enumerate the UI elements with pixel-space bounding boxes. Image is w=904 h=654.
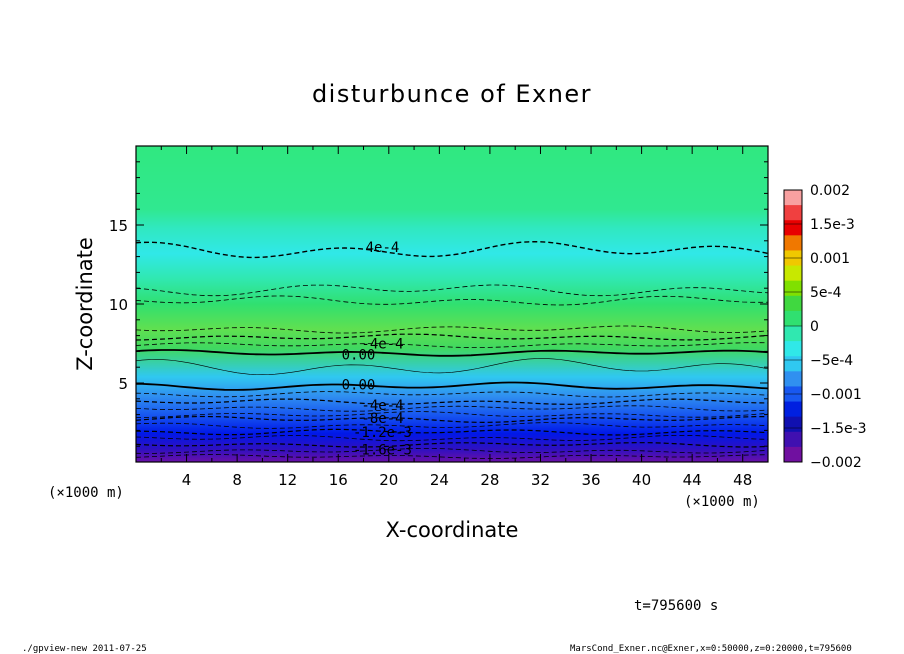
time-label: t=795600 s: [634, 598, 718, 614]
contour-label: 0.00: [342, 348, 376, 364]
colorbar-label: 0.001: [810, 251, 850, 267]
x-tick-label: 20: [379, 471, 398, 489]
y-axis: 5 10 15: [109, 161, 768, 447]
x-unit-left: (×1000 m): [48, 485, 124, 501]
x-tick-label: 4: [182, 471, 192, 489]
contour-line: [135, 428, 769, 436]
contour-label: -8e-4: [361, 411, 403, 427]
y-tick-label: 15: [109, 217, 128, 235]
contour-lines: [135, 240, 769, 459]
contour-line: [135, 422, 769, 429]
x-tick-label: 12: [278, 471, 297, 489]
contour-line: [135, 398, 769, 405]
colorbar-swatch: [784, 205, 802, 221]
colorbar-swatch: [784, 446, 802, 463]
colorbar-label: −0.002: [810, 455, 862, 471]
contour-line: [135, 358, 769, 376]
colorbar-label: 1.5e-3: [810, 217, 855, 233]
contour-line: [135, 391, 769, 398]
contour-label: -1.2e-3: [353, 425, 412, 441]
contour-label: -4e-4: [361, 398, 403, 414]
contour-labels: 4e-4-4e-40.000.00-4e-4-8e-4-1.2e-3-1.6e-…: [342, 240, 412, 458]
contour-line: [135, 405, 769, 412]
x-tick-label: 24: [430, 471, 449, 489]
x-axis: 4 8 12 16 20 24 28 32 36 40 44 48: [160, 146, 752, 489]
x-tick-label: 36: [581, 471, 600, 489]
x-tick-label: 40: [632, 471, 651, 489]
colorbar-label: 0.002: [810, 183, 850, 199]
contour-label: 0.00: [342, 378, 376, 394]
x-tick-label: 8: [232, 471, 242, 489]
contour-line: [135, 381, 769, 391]
contour-line: [135, 435, 769, 442]
x-axis-label: X-coordinate: [386, 518, 519, 542]
colorbar-swatch: [784, 295, 802, 312]
x-tick-label: 48: [733, 471, 752, 489]
x-unit-right: (×1000 m): [684, 494, 760, 510]
colorbar-label: −5e-4: [810, 353, 853, 369]
contour-label: 4e-4: [366, 240, 400, 256]
colorbar-swatch: [784, 310, 802, 327]
plot-area: 4e-4-4e-40.000.00-4e-4-8e-4-1.2e-3-1.6e-…: [135, 145, 769, 463]
contour-line: [135, 415, 768, 424]
footer-left: ./gpview-new 2011-07-25: [22, 644, 147, 654]
colorbar-swatch: [784, 280, 802, 297]
contour-line: [136, 411, 769, 418]
y-tick-label: 10: [109, 296, 128, 314]
contour-line: [135, 325, 769, 334]
colorbar: 0.002 1.5e-3 0.001 5e-4 0 −5e-4 −0.001 −1.5e-3 −…: [783, 183, 867, 471]
contour-line: [135, 442, 769, 448]
colorbar-swatch: [784, 341, 802, 357]
colorbar-swatch: [784, 356, 802, 372]
field-fill: [136, 146, 768, 462]
x-tick-label: 44: [683, 471, 702, 489]
footer-right: MarsCond_Exner.nc@Exner,x=0:50000,z=0:20…: [570, 644, 852, 654]
contour-line: [135, 295, 769, 306]
contour-line: [135, 448, 769, 454]
chart-title: disturbunce of Exner: [312, 80, 592, 108]
colorbar-label: 0: [810, 319, 819, 335]
colorbar-swatch: [784, 371, 802, 387]
colorbar-swatch: [784, 190, 802, 206]
contour-line: [135, 240, 769, 259]
contour-line: [135, 454, 769, 459]
colorbar-swatch: [784, 401, 802, 418]
contour-line: [135, 333, 769, 341]
contour-label: -4e-4: [361, 337, 403, 353]
x-tick-label: 28: [480, 471, 499, 489]
y-tick-label: 5: [118, 375, 128, 393]
contour-line: [135, 284, 769, 297]
colorbar-label: 5e-4: [810, 285, 842, 301]
contour-line: [135, 342, 769, 348]
colorbar-swatch: [784, 326, 802, 342]
colorbar-swatch: [784, 431, 802, 448]
contour-label: -1.6e-3: [353, 442, 412, 458]
x-tick-label: 32: [531, 471, 550, 489]
y-axis-label: Z-coordinate: [73, 237, 97, 371]
colorbar-swatch: [784, 220, 802, 236]
colorbar-label: −1.5e-3: [810, 421, 867, 437]
colorbar-swatch: [784, 416, 802, 433]
x-tick-label: 16: [329, 471, 348, 489]
colorbar-swatch: [784, 235, 802, 251]
colorbar-swatch: [784, 265, 802, 282]
colorbar-label: −0.001: [810, 387, 862, 403]
contour-line: [135, 349, 769, 357]
